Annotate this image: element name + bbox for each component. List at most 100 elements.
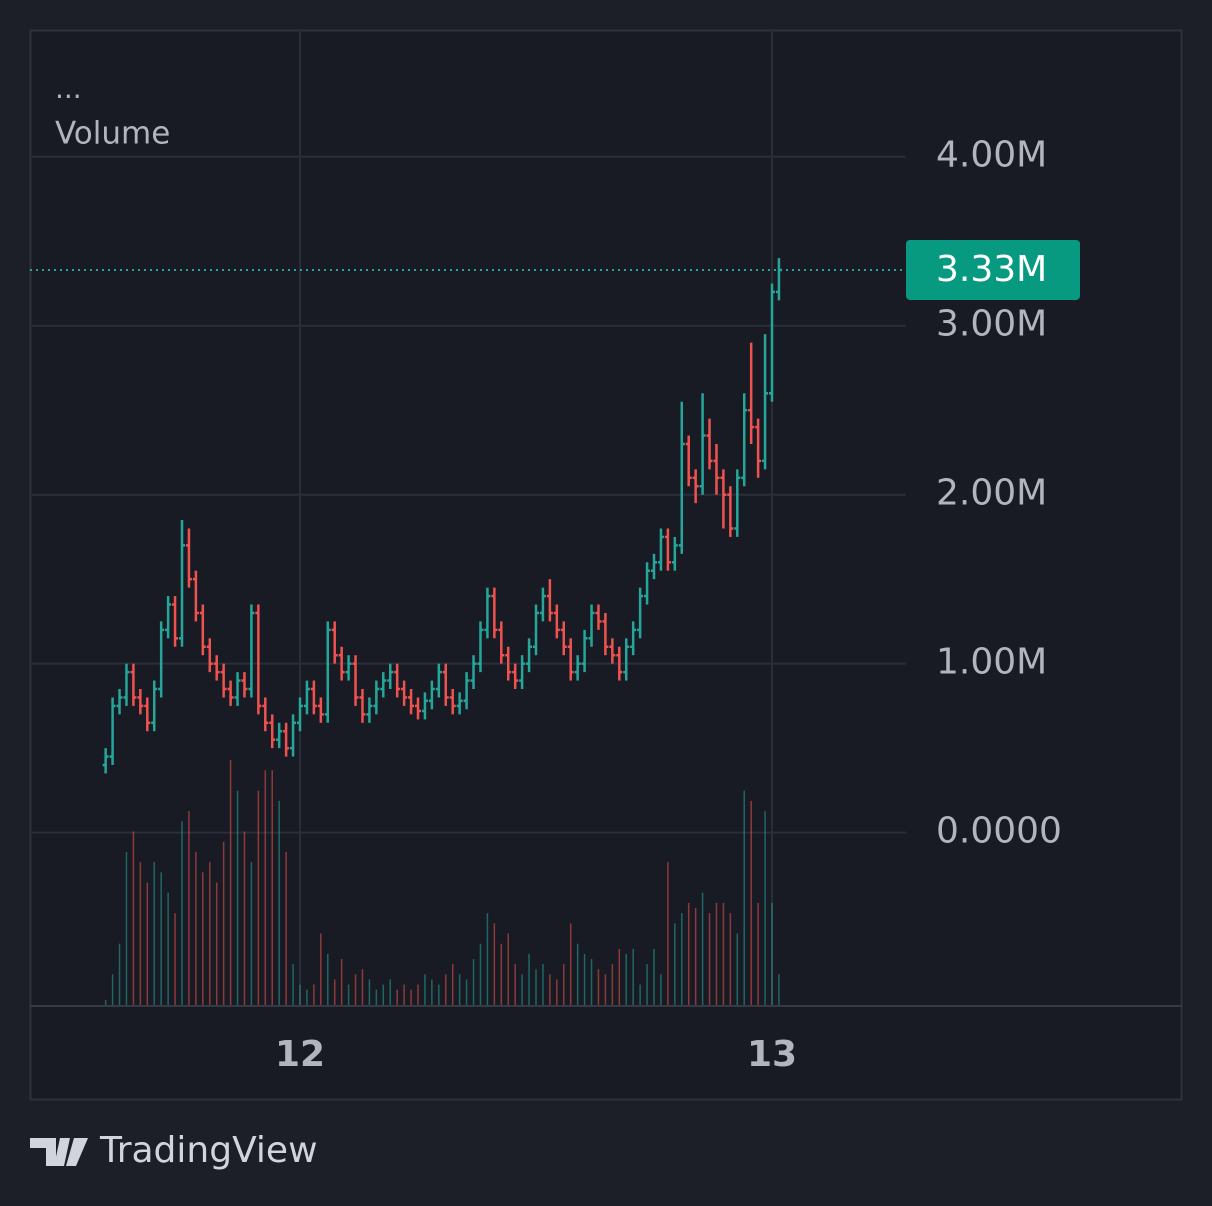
volume-bar bbox=[222, 841, 225, 1005]
volume-bar bbox=[160, 872, 162, 1005]
brand-logo: TradingView bbox=[30, 1130, 318, 1171]
volume-bar bbox=[257, 790, 260, 1005]
volume-bar bbox=[424, 974, 426, 1005]
volume-bar bbox=[146, 882, 149, 1005]
volume-bar bbox=[500, 943, 503, 1005]
volume-bar bbox=[375, 989, 378, 1005]
volume-bar bbox=[687, 902, 690, 1005]
x-tick-label: 13 bbox=[747, 1034, 797, 1075]
volume-bar bbox=[528, 953, 530, 1005]
volume-bar bbox=[556, 979, 558, 1005]
volume-bar bbox=[347, 984, 350, 1005]
volume-bar bbox=[333, 979, 336, 1005]
indicator-menu[interactable]: ... bbox=[55, 72, 82, 105]
volume-bar bbox=[757, 902, 759, 1005]
x-tick-label: 12 bbox=[275, 1034, 325, 1075]
volume-bar bbox=[209, 862, 211, 1005]
volume-bar bbox=[583, 953, 586, 1005]
volume-bar bbox=[708, 913, 711, 1005]
volume-bar bbox=[736, 933, 739, 1005]
volume-bar bbox=[278, 800, 280, 1005]
y-tick-label: 4.00M bbox=[936, 135, 1047, 176]
volume-bar bbox=[750, 800, 752, 1005]
indicator-label: Volume bbox=[55, 116, 170, 152]
volume-bar bbox=[292, 964, 294, 1005]
volume-bar bbox=[743, 790, 745, 1005]
y-tick-label: 1.00M bbox=[936, 642, 1047, 683]
volume-bar bbox=[403, 984, 405, 1005]
volume-bar bbox=[340, 959, 343, 1005]
volume-bar bbox=[632, 948, 634, 1005]
volume-bar bbox=[465, 979, 468, 1005]
volume-bar bbox=[188, 811, 190, 1005]
volume-bar bbox=[396, 989, 398, 1005]
volume-bar bbox=[306, 989, 308, 1005]
volume-bar bbox=[445, 974, 447, 1005]
volume-bar bbox=[111, 974, 114, 1005]
volume-bar bbox=[202, 872, 204, 1005]
brand-name: TradingView bbox=[99, 1130, 318, 1171]
volume-bar bbox=[771, 902, 773, 1005]
volume-bar bbox=[250, 862, 253, 1005]
volume-bar bbox=[618, 948, 621, 1005]
logo-icon bbox=[30, 1138, 88, 1166]
volume-bar bbox=[563, 964, 565, 1005]
volume-bar bbox=[576, 943, 579, 1005]
volume-bar bbox=[417, 984, 419, 1005]
volume-bar bbox=[153, 862, 155, 1005]
volume-bar bbox=[625, 953, 627, 1005]
volume-bar bbox=[354, 974, 357, 1005]
volume-bar bbox=[778, 974, 780, 1005]
volume-bar bbox=[493, 923, 496, 1005]
volume-bar bbox=[125, 851, 128, 1005]
volume-bar bbox=[167, 892, 169, 1005]
volume-bar bbox=[320, 933, 322, 1005]
volume-bar bbox=[361, 969, 364, 1005]
volume-bar bbox=[611, 964, 614, 1005]
volume-bar bbox=[229, 760, 232, 1005]
volume-bar bbox=[514, 964, 516, 1005]
volume-bar bbox=[299, 984, 301, 1005]
volume-bar bbox=[438, 984, 440, 1005]
volume-bar bbox=[507, 933, 509, 1005]
volume-bar bbox=[479, 943, 482, 1005]
volume-bar bbox=[104, 999, 107, 1005]
volume-bar bbox=[271, 770, 273, 1005]
y-tick-label: 3.00M bbox=[936, 304, 1047, 345]
volume-bar bbox=[139, 862, 142, 1005]
volume-bar bbox=[694, 908, 697, 1005]
volume-bar bbox=[313, 984, 315, 1005]
volume-bar bbox=[715, 902, 718, 1005]
volume-bar bbox=[195, 851, 197, 1005]
volume-bar bbox=[458, 974, 461, 1005]
volume-bar bbox=[486, 913, 489, 1005]
volume-bar bbox=[431, 979, 433, 1005]
volume-bar bbox=[681, 913, 683, 1005]
volume-bar bbox=[389, 979, 391, 1005]
y-tick-label: 0.0000 bbox=[936, 811, 1062, 852]
volume-bar bbox=[542, 964, 544, 1005]
volume-bar bbox=[722, 902, 725, 1005]
volume-bar bbox=[653, 948, 655, 1005]
last-price-label: 3.33M bbox=[936, 249, 1047, 290]
last-price-box bbox=[906, 239, 1080, 300]
y-tick-label: 2.00M bbox=[936, 473, 1047, 514]
volume-bar bbox=[646, 964, 648, 1005]
volume-bar bbox=[285, 851, 287, 1005]
volume-bar bbox=[451, 964, 454, 1005]
volume-bar bbox=[521, 974, 523, 1005]
volume-bar bbox=[701, 892, 704, 1005]
volume-bar bbox=[382, 984, 385, 1005]
volume-bar bbox=[569, 923, 572, 1005]
volume-bar bbox=[264, 770, 267, 1005]
volume-bar bbox=[174, 913, 176, 1005]
volume-bar bbox=[472, 959, 475, 1005]
volume-bar bbox=[132, 831, 135, 1005]
volume-bar bbox=[535, 969, 537, 1005]
volume-bar bbox=[410, 989, 412, 1005]
volume-bar bbox=[729, 913, 732, 1005]
volume-bar bbox=[667, 862, 669, 1005]
volume-bar bbox=[604, 974, 607, 1005]
pane-border bbox=[29, 29, 1183, 1101]
